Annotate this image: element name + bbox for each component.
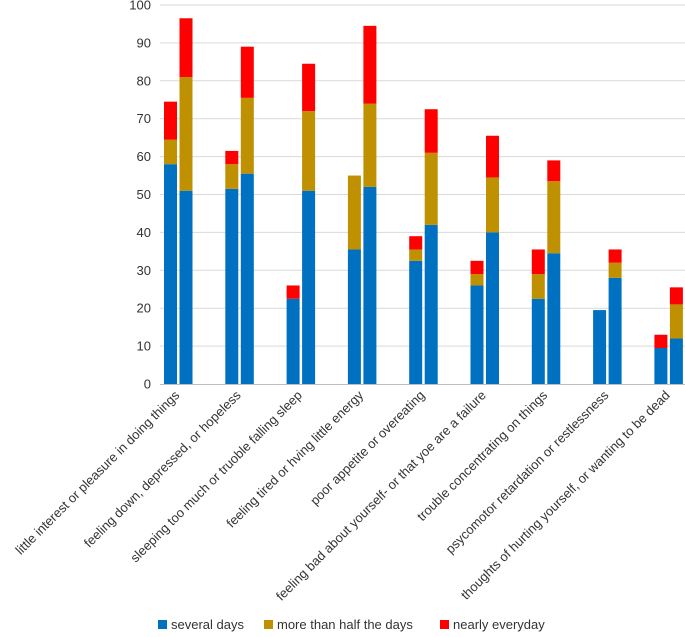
y-tick-label: 50: [137, 187, 151, 202]
legend-label: several days: [171, 617, 244, 632]
bar-segment-more-than-half-the-days: [547, 181, 561, 254]
bar-segment-nearly-everyday: [225, 150, 239, 165]
bar-segment-more-than-half-the-days: [225, 164, 239, 189]
bar-segment-several-days: [486, 232, 499, 384]
bar-segment-several-days: [654, 347, 668, 384]
y-tick-label: 40: [137, 225, 151, 240]
bar-segment-more-than-half-the-days: [240, 97, 254, 174]
bar-segment-several-days: [363, 186, 377, 384]
bar-segment-nearly-everyday: [164, 101, 177, 140]
y-tick-label: 70: [137, 111, 151, 126]
category-label: poor appetite or overeating: [307, 388, 427, 508]
bar-segment-nearly-everyday: [608, 249, 622, 263]
legend: several days more than half the days nearl…: [158, 617, 545, 632]
y-tick-label: 0: [144, 377, 151, 392]
bar-segment-more-than-half-the-days: [470, 274, 484, 286]
bar-segment-nearly-everyday: [470, 260, 484, 275]
legend-swatch: [158, 620, 167, 629]
bar-segment-nearly-everyday: [669, 287, 683, 305]
bar-segment-more-than-half-the-days: [179, 77, 193, 191]
bar-segment-nearly-everyday: [424, 109, 438, 153]
bar-segment-several-days: [225, 188, 239, 384]
bar-segment-several-days: [593, 310, 607, 384]
category-label: feeling bad about yourself- or that yoe …: [273, 388, 489, 604]
bar-segment-more-than-half-the-days: [409, 249, 423, 261]
legend-swatch: [440, 620, 449, 629]
bar-segment-more-than-half-the-days: [486, 177, 499, 233]
bar-segment-several-days: [424, 224, 438, 384]
bars: [164, 18, 683, 384]
category-label: thoughts of hurting yourself, or wanting…: [458, 388, 673, 603]
bar-segment-nearly-everyday: [363, 25, 377, 104]
bar-segment-nearly-everyday: [531, 249, 545, 275]
y-tick-label: 100: [129, 0, 151, 13]
bar-segment-several-days: [608, 277, 622, 384]
bar-segment-nearly-everyday: [302, 63, 316, 112]
bar-segment-nearly-everyday: [486, 135, 499, 178]
y-tick-label: 30: [137, 263, 151, 278]
y-tick-label: 80: [137, 73, 151, 88]
bar-segment-nearly-everyday: [409, 236, 423, 250]
bar-segment-several-days: [179, 190, 193, 384]
legend-label: nearly everyday: [453, 617, 545, 632]
bar-segment-more-than-half-the-days: [424, 152, 438, 225]
y-tick-label: 90: [137, 35, 151, 50]
legend-swatch: [264, 620, 273, 629]
gridlines: [160, 4, 685, 347]
bar-segment-several-days: [669, 338, 683, 384]
bar-segment-more-than-half-the-days: [347, 175, 361, 250]
legend-label: more than half the days: [277, 617, 413, 632]
y-tick-label: 10: [137, 339, 151, 354]
bar-segment-more-than-half-the-days: [363, 103, 377, 187]
bar-segment-nearly-everyday: [654, 334, 668, 348]
category-labels: little interest or pleasure in doing thi…: [12, 387, 672, 603]
bar-segment-several-days: [470, 285, 484, 384]
bar-segment-several-days: [531, 298, 545, 384]
bar-segment-several-days: [547, 253, 561, 384]
category-label: trouble concentrating on things: [414, 387, 551, 524]
bar-segment-more-than-half-the-days: [608, 262, 622, 278]
y-tick-label: 20: [137, 301, 151, 316]
bar-segment-nearly-everyday: [547, 160, 561, 182]
bar-segment-nearly-everyday: [179, 18, 193, 78]
bar-segment-several-days: [347, 249, 361, 384]
bar-segment-more-than-half-the-days: [669, 304, 683, 339]
bar-segment-several-days: [286, 298, 300, 384]
y-axis-ticks: 0 10 20 30 40 50 60 70 80 90 100: [129, 0, 151, 392]
bar-segment-several-days: [302, 190, 316, 384]
bar-segment-nearly-everyday: [286, 285, 300, 299]
y-tick-label: 60: [137, 149, 151, 164]
bar-segment-several-days: [164, 164, 177, 384]
bar-segment-more-than-half-the-days: [531, 274, 545, 299]
bar-segment-more-than-half-the-days: [302, 111, 316, 191]
bar-segment-more-than-half-the-days: [164, 139, 177, 165]
bar-segment-several-days: [240, 173, 254, 384]
bar-segment-nearly-everyday: [240, 46, 254, 98]
bar-segment-several-days: [409, 260, 423, 384]
